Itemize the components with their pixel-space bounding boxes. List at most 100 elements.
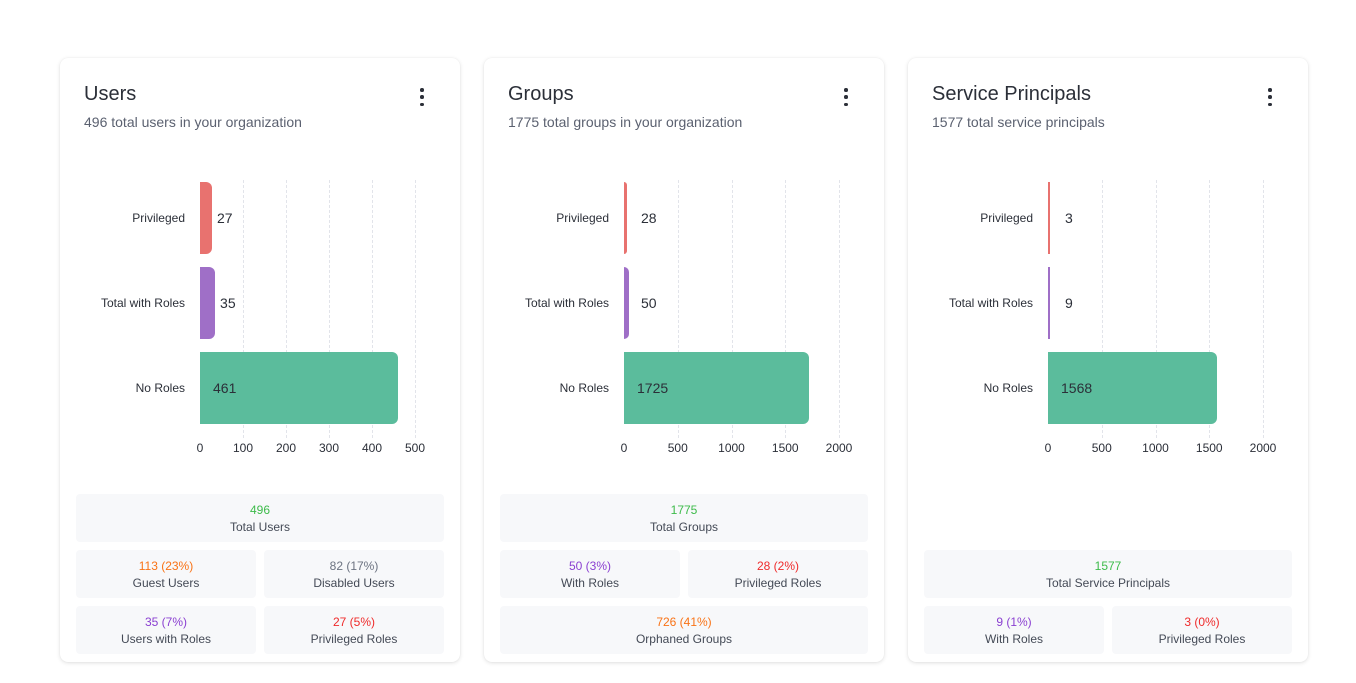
category-label: Privileged (132, 211, 185, 225)
x-tick-label: 0 (620, 441, 628, 455)
grid-line (677, 180, 679, 438)
grid-line (286, 180, 287, 438)
bar-no-roles[interactable] (624, 352, 810, 424)
stat-value: 3 (0%) (1184, 614, 1220, 629)
stat-total-groups: 1775 Total Groups (500, 494, 868, 542)
category-label: Privileged (980, 211, 1033, 225)
stat-label: Orphaned Groups (635, 631, 733, 646)
x-tick-label: 2000 (1249, 441, 1277, 455)
bar-chart: 0 500 1000 1500 2000 Privileged 3 Total with Ro… (908, 168, 1308, 468)
bar-value-label: 461 (213, 380, 237, 396)
bar-total-with-roles[interactable] (624, 267, 630, 339)
bar-no-roles[interactable] (200, 352, 399, 424)
card-title: Groups (508, 83, 574, 105)
category-label: No Roles (559, 381, 609, 395)
stat-with-roles: 9 (1%) With Roles (924, 606, 1104, 654)
x-tick-label: 500 (404, 441, 426, 455)
stat-label: Total Service Principals (1045, 575, 1171, 590)
bar-value-label: 3 (1065, 210, 1073, 226)
stat-label: Privileged Roles (734, 575, 822, 590)
x-tick-label: 1000 (1142, 441, 1169, 455)
x-tick-label: 200 (275, 441, 297, 455)
grid-line (329, 180, 330, 438)
more-options-icon[interactable] (1262, 86, 1278, 108)
category-label: Total with Roles (948, 296, 1033, 310)
stats-row: 50 (3%) With Roles 28 (2%) Privileged Roles (500, 550, 868, 598)
stats-row: 9 (1%) With Roles 3 (0%) Privileged Roles (924, 606, 1292, 654)
stat-value: 28 (2%) (756, 558, 800, 573)
grid-line (243, 180, 244, 438)
x-tick-label: 500 (1091, 441, 1112, 455)
stat-label: Disabled Users (313, 575, 395, 590)
stats-panel: 496 Total Users 113 (23%) Guest Users 82 (17… (76, 494, 444, 654)
category-label: No Roles (983, 381, 1033, 395)
x-tick-label: 0 (1044, 441, 1052, 455)
x-tick-label: 1500 (771, 441, 799, 455)
bar-total-with-roles[interactable] (1048, 267, 1050, 339)
grid-line (1263, 180, 1264, 438)
stat-label: Total Users (229, 519, 291, 534)
bar-value-label: 50 (641, 295, 657, 311)
stat-privileged-roles: 28 (2%) Privileged Roles (688, 550, 868, 598)
grid-line (839, 180, 840, 438)
stats-row: 496 Total Users (76, 494, 444, 542)
grid-line (1101, 180, 1103, 438)
more-options-icon[interactable] (414, 86, 430, 108)
x-tick-label: 1500 (1195, 441, 1223, 455)
x-tick-label: 500 (667, 441, 688, 455)
summary-card-groups: Groups 1775 total groups in your organiza… (484, 58, 884, 662)
stat-value: 35 (7%) (144, 614, 188, 629)
bar-value-label: 1568 (1061, 380, 1093, 396)
bar-privileged[interactable] (1048, 182, 1050, 254)
card-title: Users (84, 83, 137, 105)
card-title: Service Principals (932, 83, 1091, 105)
bar-value-label: 9 (1065, 295, 1073, 311)
card-subtitle: 1577 total service principals (932, 114, 1105, 130)
bar-total-with-roles[interactable] (200, 267, 216, 339)
x-tick-label: 2000 (825, 441, 853, 455)
grid-line (372, 180, 373, 438)
stat-value: 27 (5%) (332, 614, 376, 629)
bar-privileged[interactable] (624, 182, 627, 254)
grid-line (1209, 180, 1211, 438)
more-options-icon[interactable] (838, 86, 854, 108)
stat-value: 82 (17%) (329, 558, 379, 573)
stat-label: With Roles (984, 631, 1043, 646)
stat-guest-users: 113 (23%) Guest Users (76, 550, 256, 598)
card-subtitle: 496 total users in your organization (84, 114, 302, 130)
stat-value: 496 (249, 502, 271, 517)
bar-value-label: 1725 (637, 380, 669, 396)
stats-row: 1775 Total Groups (500, 494, 868, 542)
stat-value: 9 (1%) (996, 614, 1032, 629)
bar-chart: 0 500 1000 1500 2000 Privileged 28 Total with R… (484, 168, 884, 468)
bar-privileged[interactable] (200, 182, 212, 254)
stat-label: Privileged Roles (1158, 631, 1246, 646)
stats-row: 726 (41%) Orphaned Groups (500, 606, 868, 654)
stat-value: 113 (23%) (138, 558, 194, 573)
card-subtitle: 1775 total groups in your organization (508, 114, 743, 130)
stat-orphaned-groups: 726 (41%) Orphaned Groups (500, 606, 868, 654)
grid-line (415, 180, 416, 438)
bar-value-label: 28 (641, 210, 657, 226)
x-tick-label: 400 (361, 441, 383, 455)
bar-chart: 0 100 200 300 400 500 Privileged 27 Total with R… (60, 168, 460, 468)
stat-label: Privileged Roles (310, 631, 398, 646)
x-tick-label: 100 (232, 441, 254, 455)
category-label: Privileged (556, 211, 609, 225)
stats-panel: 1775 Total Groups 50 (3%) With Roles 28 (2%)… (500, 494, 868, 654)
bar-value-label: 35 (220, 295, 236, 311)
category-label: Total with Roles (100, 296, 185, 310)
stats-row: 35 (7%) Users with Roles 27 (5%) Privileged… (76, 606, 444, 654)
summary-card-users: Users 496 total users in your organizatio… (60, 58, 460, 662)
stat-label: Guest Users (132, 575, 200, 590)
bar-value-label: 27 (217, 210, 233, 226)
stat-with-roles: 50 (3%) With Roles (500, 550, 680, 598)
x-tick-label: 1000 (718, 441, 745, 455)
stat-total-users: 496 Total Users (76, 494, 444, 542)
stat-value: 1775 (670, 502, 698, 517)
grid-line (731, 180, 733, 438)
x-tick-label: 300 (318, 441, 340, 455)
stat-label: With Roles (560, 575, 619, 590)
summary-card-service-principals: Service Principals 1577 total service pri… (908, 58, 1308, 662)
bar-no-roles[interactable] (1048, 352, 1217, 424)
